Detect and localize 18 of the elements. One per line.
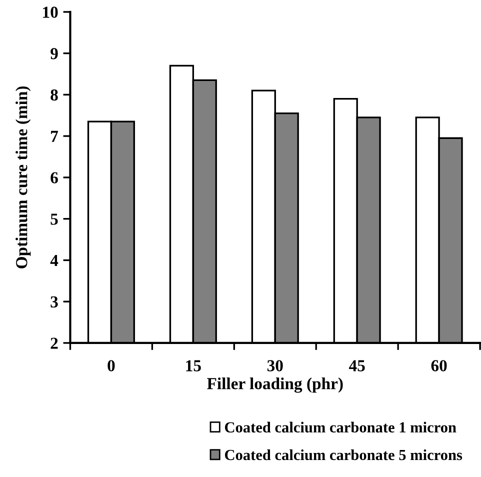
y-tick-label: 8 <box>50 89 58 101</box>
y-tick-label: 6 <box>50 172 58 184</box>
x-axis-title: Filler loading (phr) <box>207 378 343 393</box>
y-tick-label: 4 <box>50 255 58 266</box>
x-tick-label: 0 <box>108 360 115 372</box>
legend-label: Coated calcium carbonate 5 microns <box>224 449 462 460</box>
y-tick-label: 10 <box>43 6 58 18</box>
y-axis-title: Optimum cure time (min) <box>16 86 31 268</box>
x-tick-label: 15 <box>186 360 201 372</box>
y-tick-label: 2 <box>50 338 58 349</box>
y-tick-label: 3 <box>50 296 58 308</box>
legend-label: Coated calcium carbonate 1 micron <box>224 422 456 433</box>
x-tick-label: 30 <box>267 360 283 372</box>
x-tick-label: 45 <box>348 360 365 372</box>
y-tick-label: 5 <box>50 214 58 225</box>
y-tick-label: 9 <box>50 48 58 60</box>
y-tick-label: 7 <box>51 130 58 142</box>
x-tick-label: 60 <box>431 360 447 372</box>
